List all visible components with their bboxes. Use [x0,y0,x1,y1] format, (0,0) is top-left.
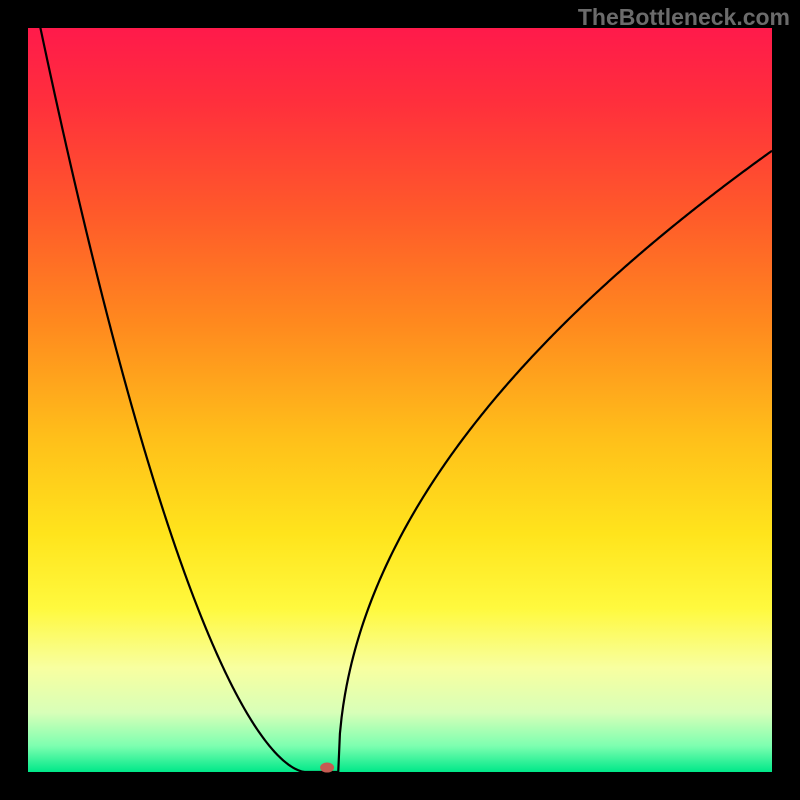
plot-background [28,28,772,772]
bottleneck-chart [0,0,800,800]
minimum-marker [320,763,334,773]
watermark-text: TheBottleneck.com [578,4,790,31]
